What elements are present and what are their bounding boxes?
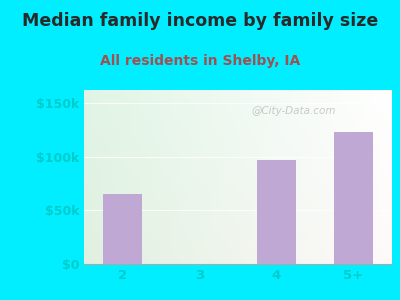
Text: @City-Data.com: @City-Data.com xyxy=(251,106,336,116)
Bar xyxy=(103,194,142,264)
Text: Median family income by family size: Median family income by family size xyxy=(22,12,378,30)
Bar xyxy=(257,160,296,264)
Bar xyxy=(334,132,373,264)
Text: All residents in Shelby, IA: All residents in Shelby, IA xyxy=(100,54,300,68)
